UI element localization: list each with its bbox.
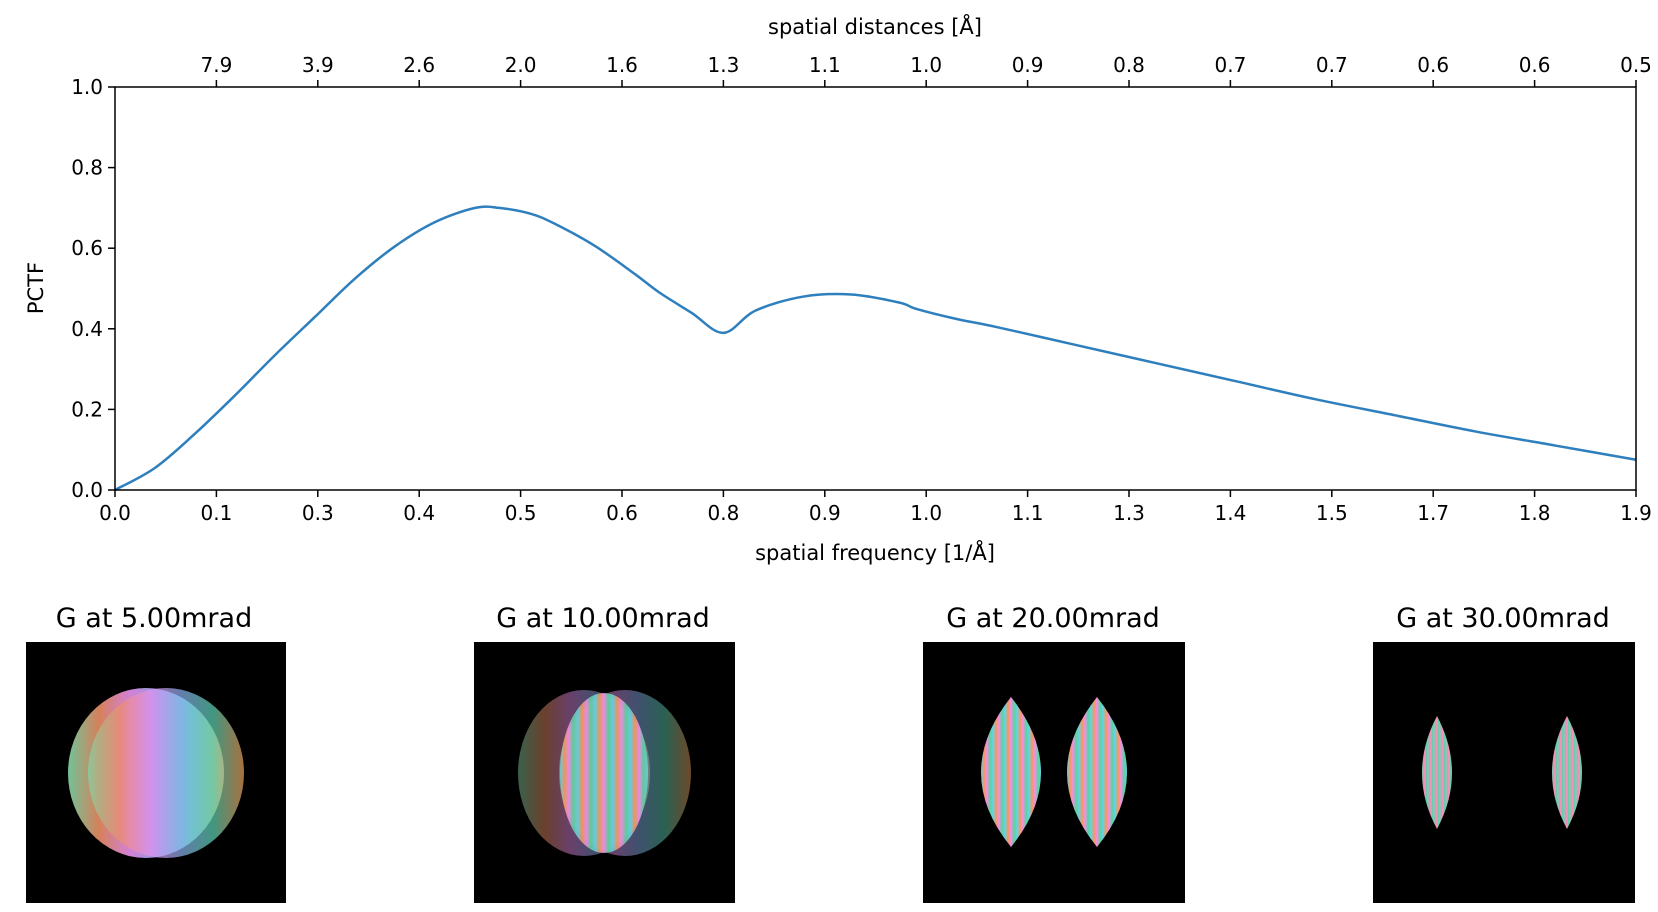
top-tick-label: 2.0	[505, 53, 537, 77]
top-axis-label: spatial distances [Å]	[768, 13, 982, 39]
bottom-x-axis: 0.0 0.1 0.3 0.4 0.5 0.6 0.8 0.9 1.0 1.1 1.3 1.4 1.5 1…	[99, 490, 1652, 525]
top-tick-label: 2.6	[403, 53, 435, 77]
x-tick-label: 1.4	[1214, 501, 1246, 525]
top-tick-label: 0.7	[1214, 53, 1246, 77]
x-tick-label: 1.5	[1316, 501, 1348, 525]
y-tick-label: 1.0	[71, 75, 103, 99]
y-tick-label: 0.0	[71, 478, 103, 502]
x-tick-label: 0.8	[707, 501, 739, 525]
top-tick-label: 1.1	[809, 53, 841, 77]
image-panel-20mrad: G at 20.00mrad	[923, 603, 1185, 903]
x-tick-label: 0.4	[403, 501, 435, 525]
lens-shape	[1552, 716, 1582, 829]
pctf-plot: 0.0 0.1 0.3 0.4 0.5 0.6 0.8 0.9 1.0 1.1 1.3 1.4 1.5 1…	[24, 13, 1652, 565]
image-panel-5mrad: G at 5.00mrad	[26, 603, 286, 903]
lens-shape	[1422, 716, 1452, 829]
y-tick-label: 0.2	[71, 397, 103, 421]
top-tick-label: 3.9	[302, 53, 334, 77]
top-tick-label: 7.9	[200, 53, 232, 77]
image-panel-30mrad: G at 30.00mrad	[1373, 603, 1635, 903]
top-x-axis: 7.9 3.9 2.6 2.0 1.6 1.3 1.1 1.0 0.9 0.8 0.7 0.7 0.6 0…	[200, 53, 1652, 87]
panel-title: G at 20.00mrad	[946, 603, 1160, 634]
x-tick-label: 0.0	[99, 501, 131, 525]
top-tick-label: 0.8	[1113, 53, 1145, 77]
x-tick-label: 1.8	[1519, 501, 1551, 525]
aperture-disc	[88, 688, 244, 858]
top-tick-label: 0.6	[1519, 53, 1551, 77]
x-tick-label: 1.3	[1113, 501, 1145, 525]
x-tick-label: 0.3	[302, 501, 334, 525]
y-axis: 0.0 0.2 0.4 0.6 0.8 1.0	[71, 75, 115, 502]
lens-shape	[1067, 697, 1127, 847]
top-tick-label: 1.0	[910, 53, 942, 77]
top-tick-label: 0.7	[1316, 53, 1348, 77]
top-tick-label: 1.6	[606, 53, 638, 77]
x-tick-label: 1.7	[1417, 501, 1449, 525]
x-tick-label: 0.5	[505, 501, 537, 525]
overlap-region	[560, 693, 648, 853]
x-axis-label: spatial frequency [1/Å]	[755, 539, 995, 565]
x-tick-label: 1.9	[1620, 501, 1652, 525]
panel-image-background	[923, 642, 1185, 903]
x-tick-label: 0.1	[200, 501, 232, 525]
x-tick-label: 1.1	[1012, 501, 1044, 525]
y-tick-label: 0.6	[71, 236, 103, 260]
panel-title: G at 5.00mrad	[56, 603, 252, 634]
x-tick-label: 1.0	[910, 501, 942, 525]
image-panel-10mrad: G at 10.00mrad	[474, 603, 735, 903]
lens-shape	[981, 697, 1041, 847]
top-tick-label: 0.5	[1620, 53, 1652, 77]
panel-image-background	[1373, 642, 1635, 903]
x-tick-label: 0.9	[809, 501, 841, 525]
y-tick-label: 0.4	[71, 317, 103, 341]
panel-title: G at 30.00mrad	[1396, 603, 1610, 634]
plot-frame	[114, 86, 1637, 491]
y-tick-label: 0.8	[71, 156, 103, 180]
top-tick-label: 1.3	[707, 53, 739, 77]
top-tick-label: 0.6	[1417, 53, 1449, 77]
x-tick-label: 0.6	[606, 501, 638, 525]
panel-title: G at 10.00mrad	[496, 603, 710, 634]
y-axis-label: PCTF	[24, 262, 48, 314]
pctf-series-line	[114, 205, 1637, 492]
top-tick-label: 0.9	[1012, 53, 1044, 77]
